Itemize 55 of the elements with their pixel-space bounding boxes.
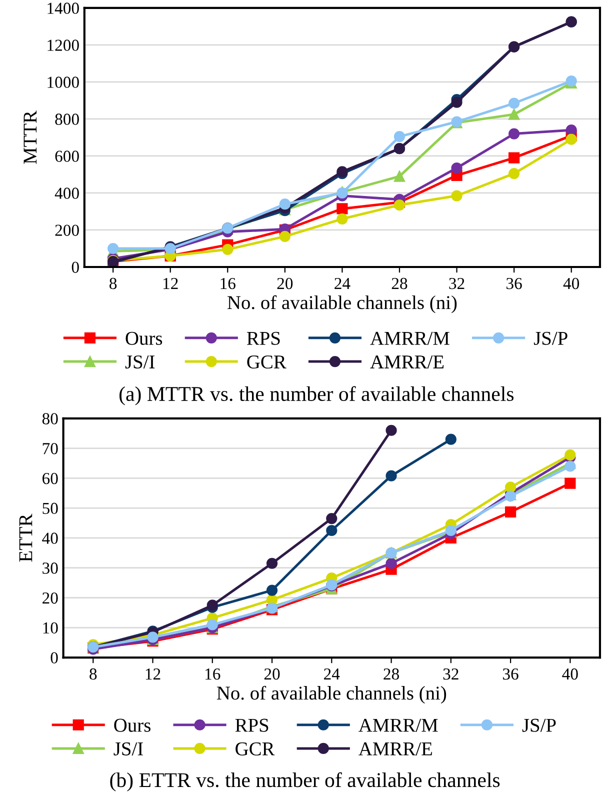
text: (a) MTTR vs. the number of available channels: [119, 386, 514, 406]
legend-label: AMRR/E: [358, 742, 432, 756]
x-tick-label: 16: [220, 278, 236, 290]
x-axis-title: No. of available channels (ni): [227, 295, 457, 314]
y-tick-label: 800: [55, 114, 79, 125]
x-tick-label: 16: [206, 668, 220, 680]
x-tick-label: 32: [449, 278, 464, 290]
x-tick-label: 28: [384, 668, 399, 680]
y-tick-label: 80: [42, 413, 58, 424]
x-tick-label: 24: [324, 668, 340, 680]
x-tick-label: 36: [503, 668, 518, 680]
legend-label: Ours: [114, 718, 150, 732]
legend-label: JS/I: [114, 742, 143, 756]
legend-label: RPS: [235, 718, 268, 732]
x-tick-label: 40: [562, 668, 578, 680]
y-axis-title: MTTR: [24, 110, 37, 164]
legend-label: Ours: [126, 332, 162, 345]
y-tick-label: 400: [54, 188, 79, 199]
x-tick-label: 24: [334, 278, 350, 289]
x-tick-label: 20: [264, 668, 280, 680]
x-tick-label: 32: [443, 668, 458, 680]
y-tick-label: 1200: [48, 40, 79, 51]
y-tick-label: 600: [55, 150, 79, 162]
x-axis-title: No. of available channels (ni): [216, 686, 446, 704]
y-tick-label: 20: [42, 592, 58, 604]
y-tick-label: 200: [55, 224, 79, 236]
y-axis-title: ETTR: [19, 514, 32, 562]
x-tick-label: 40: [563, 278, 580, 290]
legend-label: AMRR/M: [358, 718, 438, 732]
legend-label: JS/P: [534, 332, 568, 345]
y-tick-label: 40: [42, 532, 58, 544]
y-tick-label: 10: [43, 622, 58, 634]
legend-label: JS/P: [522, 718, 556, 732]
x-tick-label: 20: [277, 278, 293, 290]
y-tick-label: 60: [42, 472, 58, 484]
y-tick-label: 70: [42, 443, 58, 454]
legend-label: AMRR/M: [370, 332, 450, 345]
x-tick-label: 36: [506, 278, 522, 290]
legend-label: GCR: [247, 355, 286, 369]
text: (b) ETTR vs. the number of available channels: [110, 772, 500, 792]
legend-label: GCR: [236, 742, 275, 756]
x-tick-label: 8: [90, 668, 97, 680]
x-tick-label: 8: [110, 278, 117, 290]
y-tick-label: 1400: [48, 2, 79, 14]
y-tick-label: 30: [42, 562, 58, 574]
y-tick-label: 50: [42, 502, 58, 514]
legend-label: RPS: [246, 332, 280, 345]
x-tick-label: 12: [163, 278, 178, 289]
x-tick-label: 12: [146, 668, 160, 680]
y-tick-label: 0: [50, 652, 58, 664]
legend-label: JS/I: [125, 355, 155, 369]
x-tick-label: 28: [392, 278, 408, 290]
y-tick-label: 1000: [48, 76, 79, 88]
legend-label: AMRR/E: [370, 355, 444, 369]
y-tick-label: 0: [72, 262, 79, 273]
